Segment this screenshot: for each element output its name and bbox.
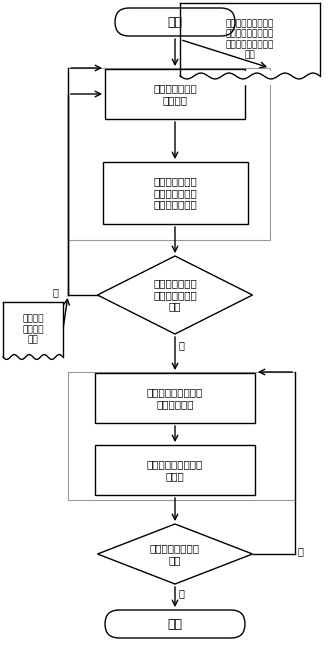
- Text: 标准轴承振动测量仪
各部件的参数要求和
标定方法，轴承工况
要求: 标准轴承振动测量仪 各部件的参数要求和 标定方法，轴承工况 要求: [226, 20, 274, 59]
- FancyBboxPatch shape: [115, 8, 235, 36]
- Text: 试验轴承试验参数设
定，进行试验: 试验轴承试验参数设 定，进行试验: [147, 387, 203, 409]
- Text: 是: 是: [179, 340, 185, 350]
- Text: 开始: 开始: [168, 16, 182, 29]
- Text: 是: 是: [179, 588, 185, 598]
- FancyBboxPatch shape: [95, 373, 255, 423]
- Polygon shape: [97, 524, 253, 584]
- Polygon shape: [97, 256, 253, 334]
- Text: 否: 否: [298, 546, 304, 556]
- FancyBboxPatch shape: [105, 69, 245, 119]
- FancyBboxPatch shape: [102, 162, 248, 224]
- Text: 高速工况条件下的振
动评价: 高速工况条件下的振 动评价: [147, 459, 203, 481]
- FancyBboxPatch shape: [95, 445, 255, 495]
- Text: 高速轴承
实际工况
条件: 高速轴承 实际工况 条件: [22, 315, 44, 344]
- Text: 否: 否: [52, 287, 58, 297]
- Text: 结束: 结束: [168, 618, 182, 631]
- Text: 高速轴承振动测
试仪在标准轴承
振动条件下试验: 高速轴承振动测 试仪在标准轴承 振动条件下试验: [153, 176, 197, 210]
- Text: 是否符合工况使用
要求: 是否符合工况使用 要求: [150, 543, 200, 565]
- Text: 高速轴承振动测
试仪搭建: 高速轴承振动测 试仪搭建: [153, 83, 197, 104]
- FancyBboxPatch shape: [105, 610, 245, 638]
- Text: 是否符合与标准
轴承测试仪结果
一致: 是否符合与标准 轴承测试仪结果 一致: [153, 278, 197, 311]
